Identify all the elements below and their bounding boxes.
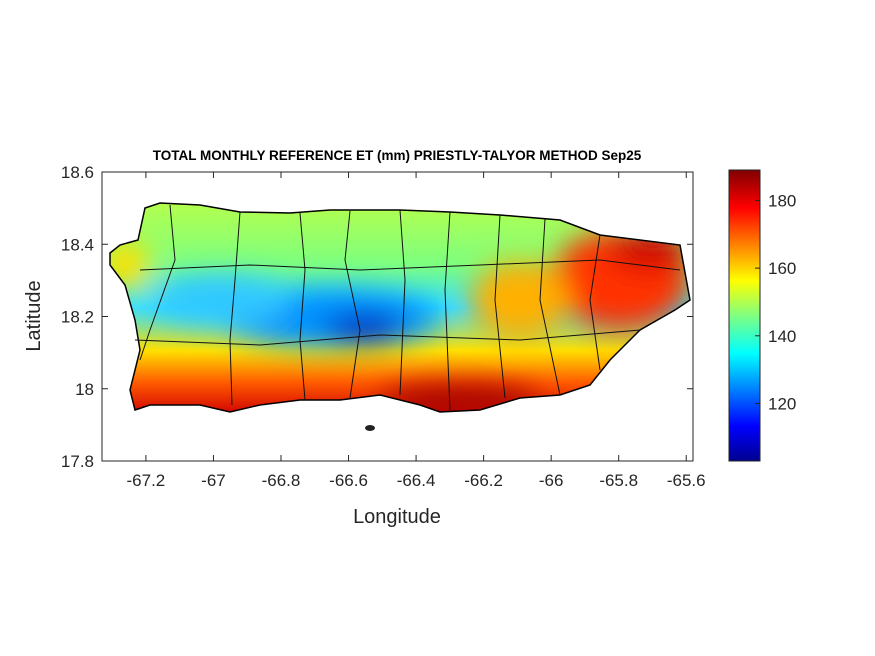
colorbar-ticks: 120 140 160 180: [755, 191, 796, 413]
northeast-high-region: [610, 230, 690, 270]
east-central-region: [470, 260, 570, 340]
colorbar-tick-label: 180: [768, 191, 796, 210]
municipal-borders: [134, 204, 681, 411]
interior-min-region: [325, 314, 405, 342]
x-tick-label: -66.8: [262, 471, 301, 490]
x-axis: -67.2 -67 -66.8 -66.6 -66.4 -66.2 -66 -65.8 -65.…: [127, 172, 706, 490]
colorbar: [728, 169, 761, 462]
west-interior-region: [150, 275, 290, 325]
y-axis-label: Latitude: [23, 280, 45, 351]
x-tick-label: -66.6: [329, 471, 368, 490]
x-tick-label: -65.6: [667, 471, 706, 490]
x-tick-label: -66: [539, 471, 564, 490]
y-tick-label: 17.8: [61, 452, 94, 471]
y-tick-label: 18: [75, 380, 94, 399]
y-axis: 17.8 18 18.2 18.4 18.6: [61, 163, 693, 471]
x-tick-label: -66.2: [464, 471, 503, 490]
y-tick-label: 18.6: [61, 163, 94, 182]
x-tick-label: -67: [201, 471, 226, 490]
chart-title: TOTAL MONTHLY REFERENCE ET (mm) PRIESTLY…: [153, 148, 642, 163]
y-tick-label: 18.2: [61, 308, 94, 327]
map-area: [109, 202, 691, 431]
colorbar-tick-label: 160: [768, 259, 796, 278]
colorbar-tick-label: 120: [768, 394, 796, 413]
caja-de-muertos-island: [365, 425, 375, 431]
x-axis-label: Longitude: [353, 506, 441, 528]
y-tick-label: 18.4: [61, 235, 94, 254]
x-tick-label: -66.4: [397, 471, 436, 490]
colorbar-tick-label: 140: [768, 327, 796, 346]
x-tick-label: -65.8: [599, 471, 638, 490]
x-tick-label: -67.2: [127, 471, 166, 490]
west-coast-region: [110, 240, 150, 290]
